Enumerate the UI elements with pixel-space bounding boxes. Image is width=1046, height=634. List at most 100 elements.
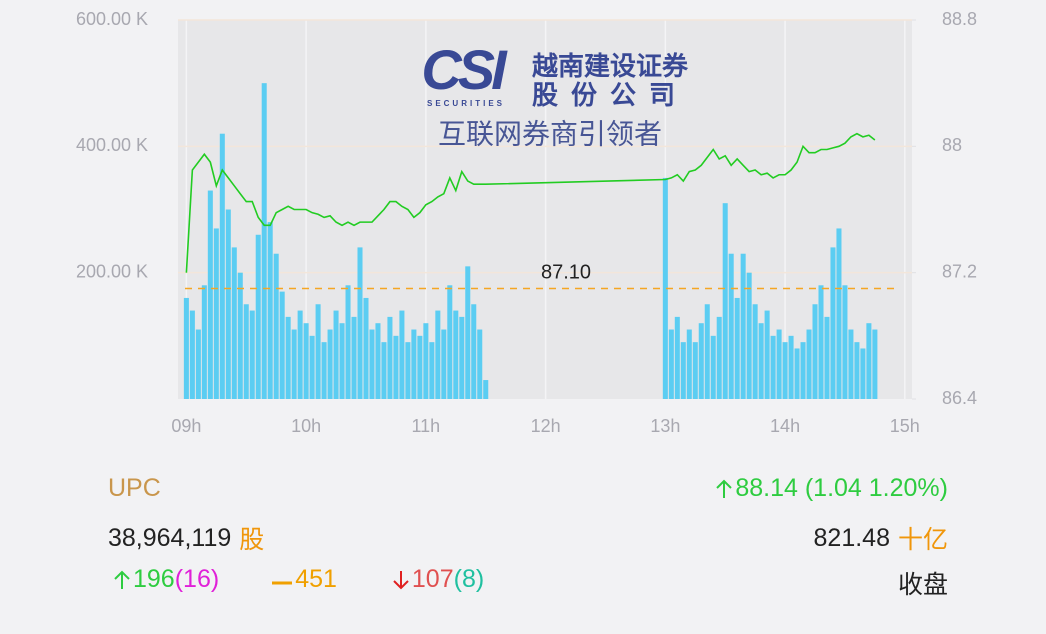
- volume-bar: [836, 228, 842, 399]
- x-tick-label: 10h: [291, 416, 321, 436]
- volume-bar: [339, 323, 345, 399]
- volume-bar: [764, 310, 770, 399]
- volume-bar: [255, 234, 261, 399]
- volume-bar: [824, 316, 830, 399]
- volume-bar: [746, 272, 752, 399]
- volume-bar: [213, 228, 219, 399]
- volume-bar: [219, 133, 225, 399]
- volume-bar: [477, 329, 483, 399]
- value-unit: 十亿: [897, 526, 948, 554]
- volume-bar: [351, 316, 357, 399]
- volume-bar: [459, 316, 465, 399]
- index-change-text: 88.14 (1.04 1.20%): [735, 474, 948, 502]
- unchanged: 451: [295, 565, 337, 593]
- volume-bar: [812, 304, 818, 399]
- volume-bar: [243, 304, 249, 399]
- x-tick-label: 11h: [412, 416, 441, 436]
- down-arrow: [393, 570, 409, 589]
- volume-bar: [423, 323, 429, 399]
- volume-bar: [704, 304, 710, 399]
- volume-bar: [417, 335, 423, 399]
- volume-bar: [770, 335, 776, 399]
- volume-bar: [363, 297, 369, 399]
- volume-bar: [405, 342, 411, 399]
- value-row: 821.48 十亿: [814, 520, 948, 556]
- volume-bar: [303, 323, 309, 399]
- volume-bar: [668, 329, 674, 399]
- volume-bar: [800, 342, 806, 399]
- index-name: UPC: [108, 474, 161, 502]
- volume-bar: [471, 304, 477, 399]
- volume-bar: [447, 285, 453, 399]
- volume-bar: [321, 342, 327, 399]
- advances: 196: [133, 565, 175, 593]
- y2-tick-label: 87.2: [942, 261, 977, 281]
- volume-bar: [237, 272, 243, 399]
- volume-bar: [309, 335, 315, 399]
- index-change: 88.14 (1.04 1.20%): [716, 474, 948, 503]
- volume-bar: [818, 285, 824, 399]
- volume-bar: [333, 310, 339, 399]
- volume-bar: [189, 310, 195, 399]
- volume-bar: [441, 329, 447, 399]
- logo-name-1: 越南建设证券: [532, 51, 689, 81]
- reference-label: 87.10: [541, 262, 591, 284]
- volume-bar: [345, 285, 351, 399]
- volume-bar: [381, 342, 387, 399]
- volume-bar: [279, 291, 285, 399]
- volume: 38,964,119: [108, 523, 232, 552]
- volume-bar: [788, 335, 794, 399]
- volume-bar: [716, 316, 722, 399]
- volume-bar: [297, 310, 303, 399]
- y-tick-label: 600.00 K: [76, 9, 148, 29]
- logo-brand-sub: SECURITIES: [427, 99, 505, 108]
- chart: CSI SECURITIES 越南建设证券 股份公司 互联网券商引领者 87.1…: [76, 9, 977, 436]
- volume-bar: [183, 297, 189, 399]
- x-tick-label: 09h: [171, 416, 201, 436]
- volume-bar: [740, 253, 746, 399]
- volume-bar: [357, 247, 363, 399]
- volume-bar: [201, 285, 207, 399]
- value: 821.48: [813, 523, 890, 552]
- advances-ceiling: (16): [174, 565, 220, 593]
- logo-slogan: 互联网券商引领者: [438, 118, 662, 151]
- volume-bar: [752, 304, 758, 399]
- volume-bar: [399, 310, 405, 399]
- overlay: 87.10: [185, 19, 916, 400]
- logo-name-2: 股份公司: [532, 80, 688, 110]
- volume-bar: [315, 304, 321, 399]
- volume-bar: [231, 247, 237, 399]
- volume-bar: [842, 285, 848, 399]
- volume-bar: [848, 329, 854, 399]
- volume-bar: [369, 329, 375, 399]
- volume-unit: 股: [239, 526, 265, 554]
- volume-bar: [291, 329, 297, 399]
- volume-bar: [285, 316, 291, 399]
- volume-bar: [411, 329, 417, 399]
- volume-bar: [674, 316, 680, 399]
- volume-bar: [327, 329, 333, 399]
- y-tick-label: 200.00 K: [76, 261, 148, 281]
- volume-bar: [776, 329, 782, 399]
- volume-bar: [483, 380, 489, 399]
- volume-bar: [429, 342, 435, 399]
- volume-bar: [393, 335, 399, 399]
- volume-bar: [225, 209, 231, 399]
- volume-bar: [830, 247, 836, 399]
- volume-bar: [273, 253, 279, 399]
- unchanged-dash: [272, 581, 293, 584]
- volume-bar: [375, 323, 381, 399]
- volume-bar: [782, 342, 788, 399]
- y2-tick-label: 88: [942, 135, 962, 155]
- x-tick-label: 13h: [650, 416, 680, 436]
- volume-bar: [698, 323, 704, 399]
- volume-bar: [195, 329, 201, 399]
- volume-bar: [722, 203, 728, 399]
- volume-bar: [207, 190, 213, 399]
- x-tick-label: 12h: [531, 416, 561, 436]
- volume-bar: [686, 329, 692, 399]
- volume-bar: [267, 222, 273, 399]
- declines-floor: (8): [453, 565, 485, 593]
- volume-bar: [465, 266, 471, 399]
